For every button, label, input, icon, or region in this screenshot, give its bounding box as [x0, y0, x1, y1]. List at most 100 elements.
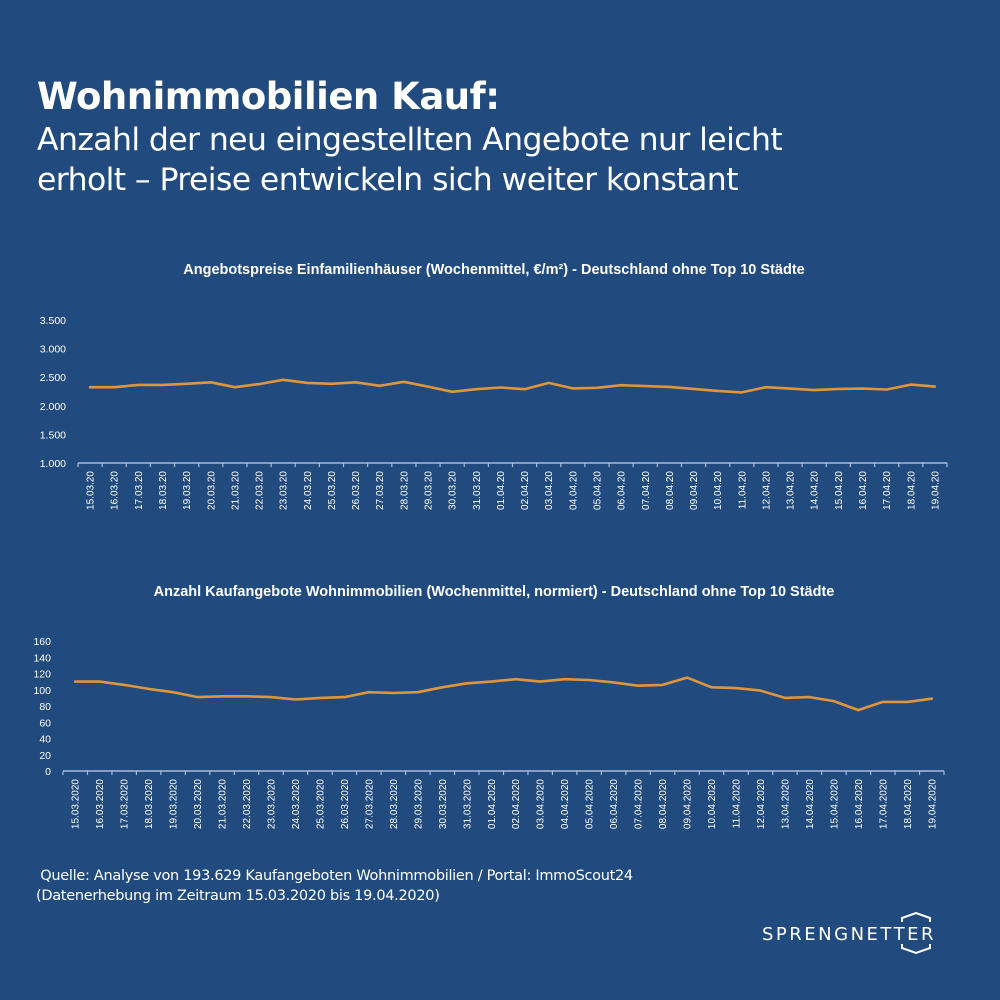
- x-tick-label: 21.03.2020: [218, 779, 229, 829]
- x-tick-label: 18.04.20: [906, 471, 917, 510]
- x-axis-ticks: 15.03.2020 16.03.2020 17.03.2020 18.03.2020…: [71, 779, 939, 829]
- x-tick-label: 27.03.2020: [364, 779, 375, 829]
- source-line-2: (Datenerhebung im Zeitraum 15.03.2020 bi…: [36, 888, 440, 904]
- source-note: Quelle: Analyse von 193.629 Kaufangebote…: [36, 866, 633, 906]
- headline: Wohnimmobilien Kauf: Anzahl der neu eing…: [37, 74, 967, 200]
- x-tick-label: 28.03.2020: [389, 779, 400, 829]
- x-tick-label: 18.03.20: [158, 471, 169, 510]
- page-title: Wohnimmobilien Kauf:: [37, 75, 500, 118]
- y-tick-label: 40: [39, 734, 51, 746]
- y-tick-label: 60: [39, 717, 51, 729]
- x-tick-label: 30.03.20: [448, 471, 459, 510]
- y-tick-label: 140: [33, 652, 51, 664]
- x-tick-label: 25.03.20: [327, 471, 338, 510]
- logo-bracket-icon: [901, 912, 931, 955]
- x-tick-label: 07.04.20: [641, 471, 652, 510]
- price-chart: Angebotspreise Einfamilienhäuser (Wochen…: [40, 262, 948, 510]
- y-tick-label: 3.000: [40, 344, 66, 356]
- x-tick-label: 04.04.2020: [560, 779, 571, 829]
- x-tick-label: 13.04.2020: [780, 779, 791, 829]
- y-tick-label: 2.000: [40, 401, 66, 413]
- x-tick-label: 16.04.2020: [854, 779, 865, 829]
- x-tick-label: 01.04.20: [496, 471, 507, 510]
- x-tick-label: 16.03.20: [110, 471, 121, 510]
- listings-chart: Anzahl Kaufangebote Wohnimmobilien (Woch…: [33, 584, 945, 829]
- x-tick-label: 02.04.2020: [511, 779, 522, 829]
- x-tick-label: 14.04.20: [810, 471, 821, 510]
- sprengnetter-logo: SPRENGNETTER: [762, 912, 947, 958]
- x-tick-label: 24.03.2020: [291, 779, 302, 829]
- x-tick-label: 08.04.20: [665, 471, 676, 510]
- x-tick-label: 12.04.2020: [756, 779, 767, 829]
- x-tick-label: 24.03.20: [303, 471, 314, 510]
- y-tick-label: 100: [33, 685, 51, 697]
- x-tick-label: 20.03.2020: [193, 779, 204, 829]
- x-tick-label: 22.03.20: [255, 471, 266, 510]
- x-tick-label: 28.03.20: [399, 471, 410, 510]
- y-tick-label: 1.000: [40, 458, 66, 470]
- x-tick-label: 06.04.20: [617, 471, 628, 510]
- x-axis-ticks: 15.03.20 16.03.20 17.03.20 18.03.20 19.03.20…: [86, 471, 942, 510]
- y-tick-label: 120: [33, 669, 51, 681]
- x-tick-label: 11.04.2020: [731, 779, 742, 829]
- x-tick-label: 05.04.20: [592, 471, 603, 510]
- x-tick-label: 02.04.20: [520, 471, 531, 510]
- x-tick-label: 03.04.20: [544, 471, 555, 510]
- x-tick-label: 09.04.20: [689, 471, 700, 510]
- x-tick-label: 13.04.20: [786, 471, 797, 510]
- y-tick-label: 2.500: [40, 372, 66, 384]
- x-tick-label: 11.04.20: [737, 471, 748, 510]
- x-tick-label: 08.04.2020: [658, 779, 669, 829]
- logo-text: SPRENGNETTER: [762, 924, 936, 945]
- x-axis: [77, 462, 948, 467]
- series-group: [73, 676, 934, 712]
- y-tick-label: 160: [33, 636, 51, 648]
- x-tick-label: 25.03.2020: [315, 779, 326, 829]
- y-tick-label: 1.500: [40, 429, 66, 441]
- chart-title: Angebotspreise Einfamilienhäuser (Wochen…: [183, 262, 804, 278]
- x-tick-label: 20.03.20: [206, 471, 217, 510]
- x-tick-label: 15.03.20: [86, 471, 97, 510]
- x-axis: [62, 770, 945, 775]
- y-axis-ticks: 1.000 1.500 2.000 2.500 3.000 3.500: [40, 315, 66, 470]
- x-tick-label: 23.03.20: [279, 471, 290, 510]
- x-tick-label: 04.04.20: [568, 471, 579, 510]
- x-tick-label: 10.04.2020: [707, 779, 718, 829]
- x-tick-label: 05.04.2020: [585, 779, 596, 829]
- x-tick-label: 15.03.2020: [71, 779, 82, 829]
- y-tick-label: 80: [39, 701, 51, 713]
- x-tick-label: 15.04.20: [834, 471, 845, 510]
- x-tick-label: 12.04.20: [761, 471, 772, 510]
- x-tick-label: 21.03.20: [230, 471, 241, 510]
- x-tick-label: 31.03.20: [472, 471, 483, 510]
- x-tick-label: 17.03.2020: [120, 779, 131, 829]
- x-tick-label: 03.04.2020: [536, 779, 547, 829]
- x-tick-label: 18.04.2020: [903, 779, 914, 829]
- x-tick-label: 22.03.2020: [242, 779, 253, 829]
- x-tick-label: 31.03.2020: [462, 779, 473, 829]
- page-subtitle-line-2: erholt – Preise entwickeln sich weiter k…: [37, 162, 738, 198]
- page-subtitle-line-1: Anzahl der neu eingestellten Angebote nu…: [37, 122, 783, 158]
- x-tick-label: 29.03.20: [424, 471, 435, 510]
- x-tick-label: 19.04.2020: [927, 779, 938, 829]
- y-tick-label: 0: [45, 766, 51, 778]
- x-tick-label: 17.03.20: [134, 471, 145, 510]
- y-tick-label: 3.500: [40, 315, 66, 327]
- x-tick-label: 06.04.2020: [609, 779, 620, 829]
- series-line: [73, 676, 934, 712]
- x-tick-label: 15.04.2020: [829, 779, 840, 829]
- x-tick-label: 17.04.20: [882, 471, 893, 510]
- x-tick-label: 14.04.2020: [805, 779, 816, 829]
- x-tick-label: 30.03.2020: [438, 779, 449, 829]
- x-tick-label: 16.03.2020: [95, 779, 106, 829]
- x-tick-label: 29.03.2020: [413, 779, 424, 829]
- chart-title: Anzahl Kaufangebote Wohnimmobilien (Woch…: [154, 584, 835, 600]
- x-tick-label: 09.04.2020: [683, 779, 694, 829]
- x-tick-label: 10.04.20: [713, 471, 724, 510]
- x-tick-label: 17.04.2020: [878, 779, 889, 829]
- x-tick-label: 16.04.20: [858, 471, 869, 510]
- x-tick-label: 18.03.2020: [144, 779, 155, 829]
- x-tick-label: 01.04.2020: [487, 779, 498, 829]
- x-tick-label: 27.03.20: [375, 471, 386, 510]
- series-line: [88, 378, 937, 394]
